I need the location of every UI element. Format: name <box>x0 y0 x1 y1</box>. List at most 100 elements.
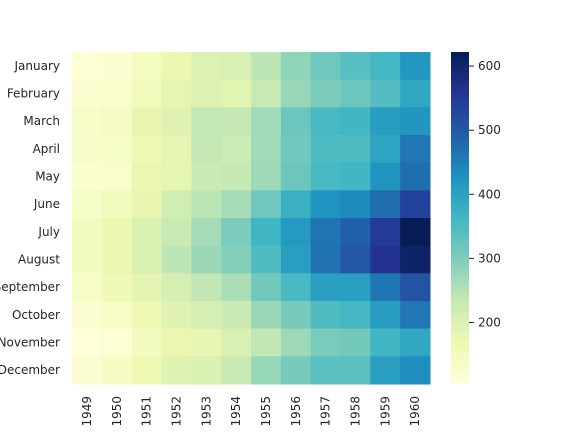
heatmap-cell <box>340 301 371 330</box>
heatmap-cell <box>310 218 341 247</box>
heatmap-cell <box>221 79 252 108</box>
heatmap-cell <box>280 356 312 385</box>
heatmap-cell <box>310 162 341 191</box>
heatmap-cell <box>72 328 103 357</box>
y-tick-label: October <box>12 308 60 322</box>
heatmap-cell <box>161 190 192 219</box>
y-tick-label: April <box>33 142 60 156</box>
heatmap-cell <box>161 79 192 108</box>
heatmap-cell <box>161 328 192 357</box>
heatmap-cell <box>72 301 103 330</box>
heatmap-cell <box>310 273 341 302</box>
heatmap-cell <box>280 328 312 357</box>
heatmap-cell <box>191 301 222 330</box>
heatmap-cell <box>310 245 341 274</box>
heatmap-cell <box>280 162 312 191</box>
heatmap-cell <box>251 190 282 219</box>
heatmap-cell <box>221 52 252 81</box>
heatmap-cell <box>161 218 192 247</box>
heatmap-cell <box>400 107 431 136</box>
heatmap-cell <box>101 162 133 191</box>
heatmap-cell <box>400 356 431 385</box>
heatmap-cell <box>221 107 252 136</box>
heatmap-cell <box>131 273 162 302</box>
heatmap-cell <box>131 218 162 247</box>
heatmap-cell <box>310 356 341 385</box>
heatmap-cell <box>191 328 222 357</box>
x-tick-label: 1954 <box>229 396 243 427</box>
heatmap-cell <box>310 52 341 81</box>
y-tick-label: February <box>7 87 60 101</box>
heatmap-cell <box>280 52 312 81</box>
x-tick-label: 1956 <box>289 396 303 427</box>
heatmap-cell <box>340 162 371 191</box>
heatmap-cell <box>101 273 133 302</box>
heatmap-cell <box>370 273 401 302</box>
y-tick-label: May <box>35 170 60 184</box>
heatmap-cell <box>131 135 162 164</box>
heatmap-cell <box>161 135 192 164</box>
heatmap-cell <box>221 135 252 164</box>
heatmap-cell <box>340 218 371 247</box>
heatmap-cell <box>72 218 103 247</box>
heatmap-cell <box>72 52 103 81</box>
heatmap-cell <box>370 356 401 385</box>
heatmap-cell <box>161 245 192 274</box>
heatmap-cell <box>191 190 222 219</box>
heatmap-cell <box>72 356 103 385</box>
heatmap-cell <box>251 245 282 274</box>
heatmap-cell <box>131 162 162 191</box>
heatmap-cell <box>251 356 282 385</box>
heatmap-cell <box>251 107 282 136</box>
heatmap-cell <box>340 79 371 108</box>
x-tick-label: 1955 <box>259 396 273 427</box>
x-tick-label: 1957 <box>319 396 333 427</box>
heatmap-cell <box>72 245 103 274</box>
y-tick-label: November <box>0 336 60 350</box>
y-tick-label: August <box>18 253 60 267</box>
heatmap-cell <box>400 245 431 274</box>
heatmap-cell <box>251 273 282 302</box>
heatmap-cell <box>191 79 222 108</box>
heatmap-cell <box>101 135 133 164</box>
heatmap-cell <box>400 190 431 219</box>
heatmap-cell <box>370 218 401 247</box>
colorbar-tick-label: 600 <box>478 59 501 73</box>
heatmap-cell <box>72 107 103 136</box>
heatmap-cell <box>370 301 401 330</box>
heatmap-cell <box>161 107 192 136</box>
heatmap-cell <box>400 52 431 81</box>
heatmap-cell <box>370 107 401 136</box>
heatmap-cell <box>400 301 431 330</box>
heatmap-cell <box>340 245 371 274</box>
heatmap-cell <box>280 218 312 247</box>
heatmap-cell <box>310 79 341 108</box>
heatmap-cell <box>400 218 431 247</box>
heatmap-cell <box>72 273 103 302</box>
heatmap-cell <box>72 79 103 108</box>
heatmap-cell <box>370 190 401 219</box>
x-tick-label: 1960 <box>408 396 422 427</box>
heatmap-cell <box>191 135 222 164</box>
heatmap-cell <box>370 328 401 357</box>
heatmap-cell <box>340 273 371 302</box>
colorbar-tick-label: 200 <box>478 315 501 329</box>
heatmap-cell <box>72 190 103 219</box>
y-tick-label: January <box>14 59 61 73</box>
heatmap-cell <box>251 328 282 357</box>
heatmap-cell <box>101 107 133 136</box>
heatmap-cell <box>191 52 222 81</box>
heatmap-cell <box>280 245 312 274</box>
y-tick-label: March <box>23 114 60 128</box>
heatmap-cell <box>280 79 312 108</box>
heatmap-cell <box>400 135 431 164</box>
x-tick-label: 1958 <box>348 396 362 427</box>
heatmap-cell <box>310 328 341 357</box>
heatmap-cell <box>131 52 162 81</box>
y-tick-labels: January February March April May June July Augu… <box>0 59 60 377</box>
colorbar-tick-label: 400 <box>478 187 501 201</box>
heatmap-cell <box>400 79 431 108</box>
x-tick-label: 1950 <box>110 396 124 427</box>
heatmap-cell <box>221 301 252 330</box>
heatmap-cell <box>370 135 401 164</box>
